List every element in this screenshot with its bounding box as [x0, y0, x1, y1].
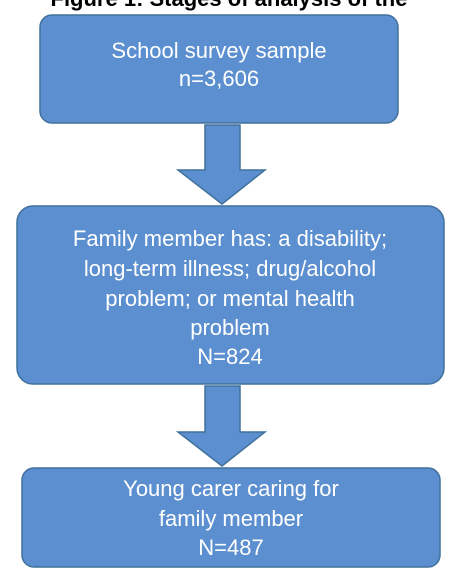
arrow	[175, 124, 268, 205]
figure-title: Figure 1: Stages of analysis of the	[51, 0, 408, 11]
arrow	[175, 385, 268, 467]
node-text: problem; or mental health	[105, 286, 354, 311]
node-text: family member	[159, 506, 303, 531]
node-text: School survey sample	[111, 38, 326, 63]
node-box	[39, 14, 399, 124]
node-text: N=824	[197, 344, 262, 369]
node-box	[21, 467, 441, 568]
node-text: long-term illness; drug/alcohol	[84, 256, 376, 281]
node-text: Young carer caring for	[123, 476, 339, 501]
node-text: n=3,606	[179, 66, 259, 91]
node-text: problem	[190, 315, 269, 340]
node-text: Family member has: a disability;	[73, 226, 387, 251]
node-text: N=487	[198, 535, 263, 560]
node-box	[16, 205, 445, 385]
